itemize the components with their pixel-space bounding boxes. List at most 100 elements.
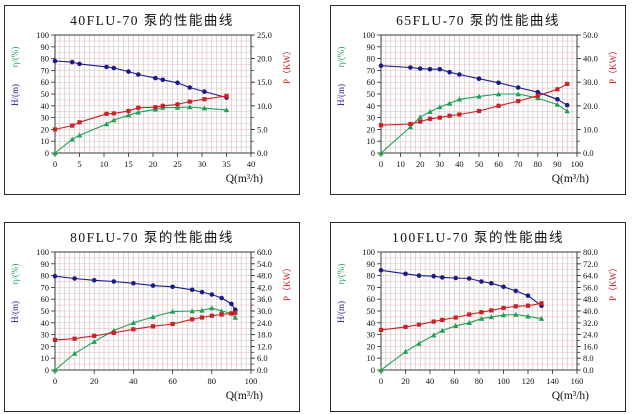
efficiency-point	[135, 109, 141, 115]
efficiency-point	[52, 367, 58, 373]
head-point	[111, 279, 117, 284]
y-right-tick-label: 15.0	[257, 77, 272, 87]
efficiency-axis-label: η/(%)	[336, 264, 346, 285]
y-left-tick-label: 40	[41, 318, 50, 328]
head-point	[189, 287, 195, 293]
efficiency-point	[76, 132, 83, 138]
y-left-tick-label: 50	[41, 306, 50, 316]
power-point	[111, 330, 116, 335]
y-left-tick-label: 70	[367, 65, 376, 75]
chart-panel-40flu-70: 40FLU-70 泵的性能曲线 0 10 20 30 40 50 60 70 80 90 100 0.…	[4, 5, 300, 195]
power-point	[418, 119, 423, 124]
y-left-tick-label: 90	[367, 259, 376, 269]
y-left-tick-label: 70	[367, 282, 376, 292]
chart-panel-80flu-70: 80FLU-70 泵的性能曲线 0 10 20 30 40 50 60 70 80 90 100 0.…	[4, 222, 300, 412]
x-tick-label: 60	[450, 376, 459, 386]
power-point	[233, 310, 238, 315]
efficiency-point	[125, 112, 132, 118]
chart-title: 65FLU-70 泵的性能曲线	[396, 13, 560, 28]
efficiency-curve	[54, 106, 227, 154]
x-tick-label: 60	[494, 159, 503, 169]
x-tick-label: 0	[53, 159, 57, 169]
head-point	[440, 275, 445, 280]
head-point	[555, 97, 560, 102]
y-left-tick-label: 10	[41, 136, 50, 146]
y-right-tick-label: 42.0	[257, 282, 272, 292]
y-left-tick-label: 0	[371, 148, 375, 158]
head-point	[525, 293, 531, 298]
y-left-tick-label: 50	[367, 89, 376, 99]
power-axis-label: P（KW）	[282, 46, 292, 84]
y-right-tick-label: 64.0	[583, 271, 598, 281]
head-point	[408, 65, 413, 70]
efficiency-point	[223, 107, 230, 113]
power-axis-label: P（KW）	[608, 263, 618, 301]
head-point	[136, 72, 141, 77]
power-point	[403, 324, 408, 329]
efficiency-point	[52, 150, 58, 156]
power-point	[378, 327, 384, 332]
efficiency-point	[69, 136, 75, 142]
y-left-tick-label: 90	[41, 259, 50, 269]
y-left-tick-label: 30	[41, 330, 50, 340]
efficiency-axis-label: η/(%)	[336, 47, 346, 68]
x-tick-label: 100	[497, 376, 510, 386]
head-point	[111, 65, 117, 71]
efficiency-point	[416, 340, 422, 346]
power-point	[52, 127, 58, 132]
head-axis-label: H/(m)	[336, 84, 346, 106]
efficiency-point	[199, 307, 205, 313]
x-axis-title: Q(m³/h)	[552, 173, 589, 185]
head-point	[447, 69, 452, 75]
power-point	[92, 333, 97, 338]
power-point	[72, 336, 77, 341]
power-point	[467, 312, 472, 317]
power-point	[219, 312, 224, 317]
y-left-tick-label: 20	[367, 341, 376, 351]
head-point	[496, 80, 501, 86]
x-tick-label: 30	[198, 159, 207, 169]
y-left-tick-label: 90	[41, 42, 50, 52]
y-right-tick-label: 72.0	[583, 259, 598, 269]
efficiency-point	[437, 104, 443, 110]
y-right-tick-label: 36.0	[257, 294, 272, 304]
power-point	[136, 105, 141, 110]
x-tick-label: 10	[396, 159, 405, 169]
head-point	[131, 281, 136, 286]
y-right-tick-label: 25.0	[257, 30, 272, 40]
power-point	[453, 315, 458, 320]
power-point	[427, 116, 433, 121]
y-right-tick-label: 0.0	[257, 365, 268, 375]
y-left-tick-label: 70	[41, 65, 50, 75]
y-left-tick-label: 0	[371, 365, 375, 375]
efficiency-point	[515, 91, 521, 97]
y-right-tick-label: 30.0	[583, 77, 598, 87]
efficiency-point	[538, 315, 545, 321]
y-right-tick-label: 48.0	[257, 271, 272, 281]
y-left-tick-label: 20	[41, 341, 50, 351]
power-point	[501, 305, 506, 311]
head-axis-label: H/(m)	[10, 301, 20, 323]
x-tick-label: 15	[124, 159, 133, 169]
x-tick-label: 100	[245, 376, 258, 386]
y-left-tick-label: 50	[367, 306, 376, 316]
x-tick-label: 60	[168, 376, 177, 386]
y-left-tick-label: 100	[362, 247, 375, 257]
x-axis-title: Q(m³/h)	[552, 390, 589, 402]
efficiency-point	[466, 320, 472, 325]
efficiency-point	[476, 93, 482, 99]
efficiency-point	[378, 367, 384, 373]
head-point	[378, 268, 384, 273]
y-right-tick-label: 10.0	[583, 124, 598, 134]
efficiency-point	[209, 305, 215, 311]
head-point	[453, 275, 458, 281]
head-point	[466, 276, 472, 281]
y-right-tick-label: 5.0	[257, 124, 268, 134]
power-point	[437, 115, 442, 120]
y-left-tick-label: 80	[367, 54, 376, 64]
chart-panel-65flu-70: 65FLU-70 泵的性能曲线 0 10 20 30 40 50 60 70 80 90 100 0.…	[330, 5, 626, 195]
power-point	[565, 81, 570, 86]
efficiency-point	[500, 312, 507, 318]
x-tick-label: 40	[129, 376, 138, 386]
power-point	[202, 97, 207, 102]
